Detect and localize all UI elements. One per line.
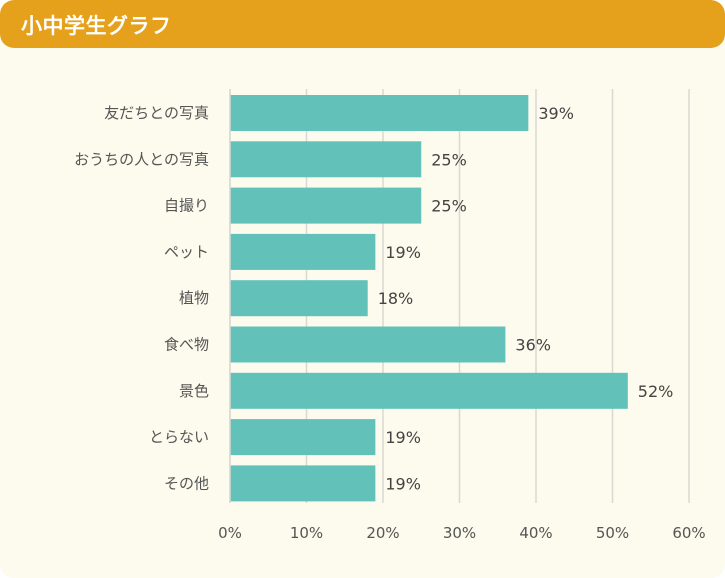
data-label: 18% — [378, 289, 414, 308]
bar — [230, 419, 376, 456]
bar — [230, 141, 422, 178]
category-label: 友だちとの写真 — [104, 104, 209, 122]
data-label: 19% — [385, 243, 421, 262]
category-label: その他 — [164, 474, 209, 492]
data-label: 25% — [431, 197, 467, 216]
bar — [230, 280, 368, 317]
bar — [230, 465, 376, 502]
category-label: 食べ物 — [164, 336, 209, 354]
data-label: 52% — [638, 382, 674, 401]
x-tick-label: 10% — [290, 524, 323, 542]
bar — [230, 95, 529, 131]
bar — [230, 372, 628, 409]
x-tick-label: 30% — [443, 524, 476, 542]
bar — [230, 326, 506, 363]
x-tick-label: 20% — [366, 524, 399, 542]
data-label: 19% — [385, 428, 421, 447]
chart-title: 小中学生グラフ — [21, 14, 172, 38]
category-label: 植物 — [179, 289, 209, 307]
x-tick-label: 50% — [596, 524, 629, 542]
category-label: 景色 — [179, 382, 209, 400]
header-bar: 小中学生グラフ — [0, 0, 725, 48]
category-label: とらない — [149, 428, 209, 446]
category-label: おうちの人との写真 — [74, 150, 209, 168]
category-label: ペット — [164, 243, 209, 261]
category-label: 自撮り — [164, 197, 209, 215]
data-label: 25% — [431, 150, 467, 169]
x-tick-label: 0% — [218, 524, 242, 542]
data-label: 36% — [515, 336, 551, 355]
x-tick-label: 60% — [672, 524, 705, 542]
bar — [230, 187, 422, 224]
bar — [230, 233, 376, 270]
data-label: 39% — [538, 104, 574, 123]
x-tick-label: 40% — [519, 524, 552, 542]
data-label: 19% — [385, 474, 421, 493]
